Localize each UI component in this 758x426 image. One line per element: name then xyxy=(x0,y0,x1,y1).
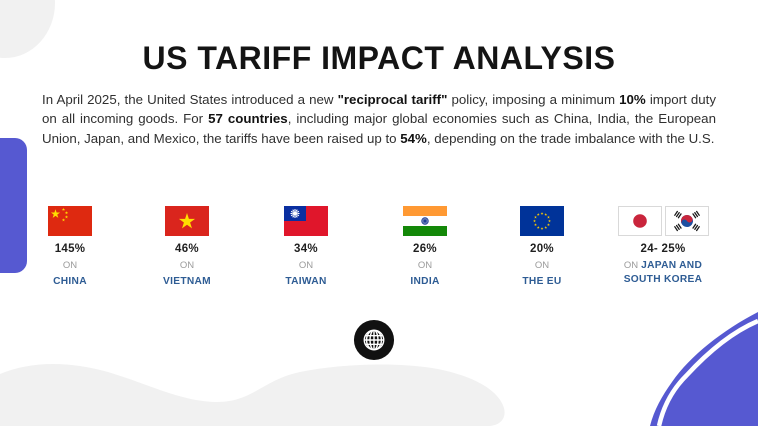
country-name: JAPAN AND SOUTH KOREA xyxy=(623,260,703,285)
on-label: ON xyxy=(417,260,433,271)
tariff-target-label: ON CHINA xyxy=(10,259,130,288)
tariff-target-label: ON INDIA xyxy=(365,259,485,288)
on-label: ON xyxy=(623,260,639,271)
tariff-card: 20% ON THE EU xyxy=(482,206,602,288)
india-flag xyxy=(403,206,447,236)
on-label: ON xyxy=(179,260,195,271)
eu-flag xyxy=(520,206,564,236)
intro-bold-text: 10% xyxy=(619,92,646,107)
tariff-rate: 20% xyxy=(530,243,554,255)
flag-group xyxy=(10,206,130,236)
page-title: US TARIFF IMPACT ANALYSIS xyxy=(142,40,616,76)
globe-icon xyxy=(353,319,395,361)
intro-bold-text: "reciprocal tariff" xyxy=(337,92,448,107)
china-flag xyxy=(48,206,92,236)
tariff-card: 46% ON VIETNAM xyxy=(127,206,247,288)
tariff-rate: 24- 25% xyxy=(640,243,686,255)
intro-paragraph: In April 2025, the United States introdu… xyxy=(42,90,716,148)
tariff-target-label: ON TAIWAN xyxy=(246,259,366,288)
tariff-rate: 26% xyxy=(413,243,437,255)
country-name: VIETNAM xyxy=(163,275,211,287)
tariff-cards-row: 145% ON CHINA 46% ON VIETNAM 34% ON TAIWAN … xyxy=(0,206,758,291)
flag-group xyxy=(246,206,366,236)
south-korea-flag xyxy=(664,206,709,236)
tariff-card: 34% ON TAIWAN xyxy=(246,206,366,288)
country-name: INDIA xyxy=(410,275,440,287)
intro-bold-text: 57 countries xyxy=(208,111,288,127)
tariff-target-label: ON THE EU xyxy=(482,259,602,288)
intro-text: , including major global economies such … xyxy=(42,111,716,146)
corner-ribbon xyxy=(650,312,758,426)
flag-group xyxy=(127,206,247,236)
on-label: ON xyxy=(298,260,314,271)
vietnam-flag xyxy=(165,206,209,236)
intro-text: import duty on all incoming goods. For xyxy=(42,92,717,127)
tariff-rate: 34% xyxy=(294,243,318,255)
flag-group xyxy=(482,206,602,236)
taiwan-flag xyxy=(284,206,328,236)
country-name: THE EU xyxy=(522,275,562,287)
intro-bold-text: 54% xyxy=(400,130,427,146)
bottom-wave xyxy=(0,363,505,426)
left-accent-bar xyxy=(0,138,27,273)
intro-text: , depending on the trade imbalance with … xyxy=(426,130,715,146)
tariff-card: 26% ON INDIA xyxy=(365,206,485,288)
on-label: ON xyxy=(534,260,550,271)
tariff-card: 24- 25% ON JAPAN AND SOUTH KOREA xyxy=(615,206,711,286)
tariff-card: 145% ON CHINA xyxy=(10,206,130,288)
intro-text: In April 2025, the United States introdu… xyxy=(42,92,338,107)
intro-text: policy, imposing a minimum xyxy=(447,92,620,107)
japan-flag xyxy=(617,206,662,236)
country-name: CHINA xyxy=(53,275,87,287)
flag-group xyxy=(365,206,485,236)
tariff-rate: 145% xyxy=(54,243,86,255)
tariff-target-label: ON JAPAN AND SOUTH KOREA xyxy=(615,259,711,286)
on-label: ON xyxy=(62,260,78,271)
country-name: TAIWAN xyxy=(285,275,327,287)
flag-group xyxy=(615,206,711,236)
tariff-target-label: ON VIETNAM xyxy=(127,259,247,288)
tariff-rate: 46% xyxy=(175,243,199,255)
